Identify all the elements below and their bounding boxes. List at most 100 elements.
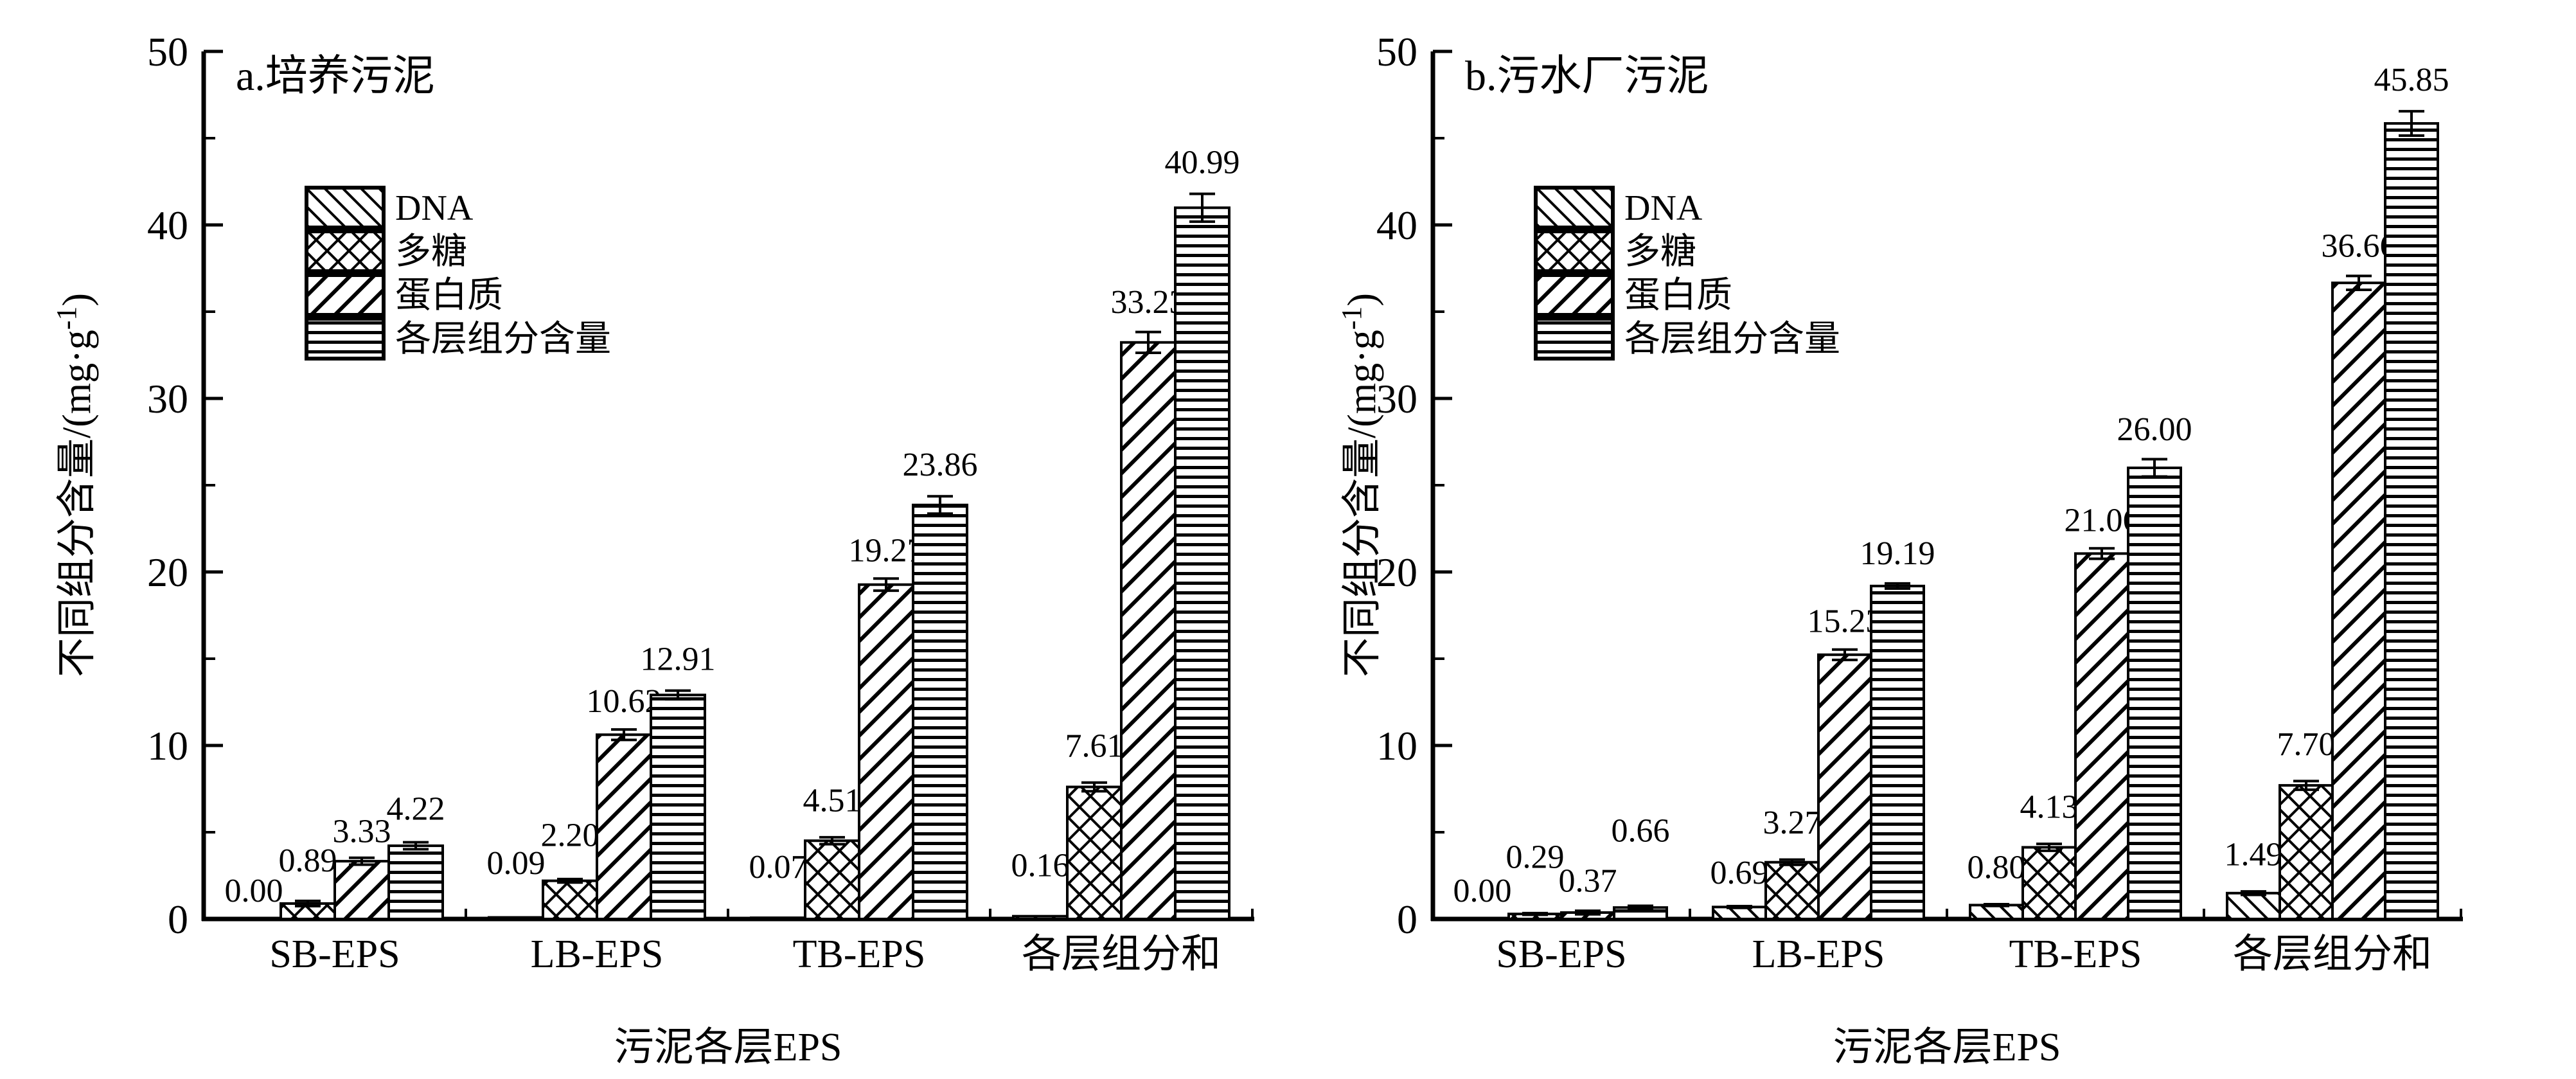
bar: [1012, 914, 1069, 921]
panel-a-chart: 0 10 20 30 40 50 SB-EPS LB-EPS TB-EPS 各层组分和污泥各层EP…: [51, 29, 1254, 1069]
bar: [2021, 846, 2077, 920]
x-category-label: LB-EPS: [531, 932, 664, 976]
bar: [804, 839, 860, 920]
y-axis-title-post: ): [1340, 293, 1384, 307]
y-tick-label: 10: [147, 723, 188, 769]
bar: [2074, 552, 2129, 920]
value-label: 3.27: [1763, 805, 1822, 841]
bar: [2278, 784, 2334, 920]
y-axis-title: 不同组分含量/(mg·g-1): [51, 293, 99, 677]
bar: [750, 916, 806, 920]
legend-swatch: [305, 186, 386, 229]
panel-title: b.污水厂污泥: [1465, 53, 1709, 100]
bar: [2384, 122, 2439, 920]
legend-swatch: [305, 317, 386, 361]
panel-b-chart: 0 10 20 30 40 50 SB-EPS LB-EPS TB-EPS 各层组分和污泥各层EP…: [1336, 29, 2463, 1069]
legend-swatch: [305, 273, 386, 317]
value-label: 4.22: [387, 791, 445, 828]
value-label: 26.00: [2117, 411, 2192, 448]
bar: [1817, 653, 1872, 920]
y-axis-title: 不同组分含量/(mg·g-1): [1336, 293, 1384, 677]
y-tick-label: 40: [147, 202, 188, 248]
value-label: 40.99: [1165, 144, 1240, 181]
x-axis-title: 污泥各层EPS: [614, 1026, 842, 1069]
value-label: 45.85: [2374, 62, 2449, 98]
value-label: 3.33: [333, 813, 391, 850]
legend-swatch: [1534, 317, 1615, 361]
value-label: 0.00: [225, 873, 283, 909]
value-label: 33.23: [1111, 284, 1186, 321]
x-category-label: LB-EPS: [1752, 932, 1885, 976]
legend-swatch: [305, 229, 386, 273]
value-label: 12.91: [641, 641, 716, 677]
bar: [542, 879, 598, 920]
legend-label: 蛋白质: [395, 276, 503, 316]
x-category-label: TB-EPS: [793, 932, 926, 976]
x-category-label: 各层组分和: [2233, 932, 2432, 976]
value-label: 0.07: [749, 849, 808, 886]
y-tick-label: 0: [1397, 896, 1417, 942]
bar: [912, 503, 968, 920]
bar: [1174, 206, 1230, 920]
value-label: 4.51: [803, 782, 862, 819]
bar: [1120, 341, 1177, 920]
y-tick-label: 0: [168, 896, 188, 942]
legend-label: 蛋白质: [1624, 276, 1732, 316]
value-label: 10.62: [587, 683, 662, 720]
legend-swatch: [1534, 186, 1615, 229]
legend-label: 多糖: [1624, 232, 1696, 272]
value-label: 2.20: [541, 817, 600, 854]
panel-title: a.培养污泥: [236, 53, 435, 100]
value-label: 0.09: [487, 845, 546, 882]
value-label: 23.86: [903, 447, 978, 483]
value-label: 7.70: [2277, 726, 2336, 763]
y-tick-label: 40: [1376, 202, 1417, 248]
y-axis-title-pre: 不同组分含量/(mg·g: [55, 330, 99, 677]
legend-label: DNA: [395, 188, 474, 228]
bar: [1870, 584, 1925, 920]
y-tick-label: 50: [1376, 29, 1417, 75]
y-tick-label: 30: [147, 376, 188, 422]
bar: [858, 583, 914, 920]
x-category-label: TB-EPS: [2009, 932, 2142, 976]
value-label: 0.89: [279, 843, 337, 879]
value-label: 0.16: [1011, 848, 1070, 884]
x-category-label: 各层组分和: [1022, 932, 1221, 976]
value-label: 0.69: [1710, 855, 1769, 891]
bar: [650, 693, 706, 921]
value-label: 19.19: [1860, 535, 1935, 572]
y-tick-label: 50: [147, 29, 188, 75]
value-label: 0.37: [1559, 863, 1617, 900]
bar: [2331, 281, 2386, 920]
value-label: 0.80: [1968, 850, 2026, 886]
y-axis-title-post: ): [55, 293, 99, 307]
bar: [1066, 785, 1123, 921]
y-tick-label: 20: [1376, 549, 1417, 595]
x-category-label: SB-EPS: [269, 932, 400, 976]
x-category-label: SB-EPS: [1496, 932, 1626, 976]
bar: [596, 733, 652, 920]
y-axis-title-sup: -1: [51, 307, 82, 330]
y-axis-title-sup: -1: [1336, 307, 1367, 330]
y-axis-title-pre: 不同组分含量/(mg·g: [1340, 330, 1384, 677]
value-label: 0.29: [1506, 839, 1565, 876]
bar: [1764, 861, 1820, 920]
legend-label: 多糖: [395, 232, 467, 272]
legend-label: 各层组分含量: [395, 319, 611, 359]
value-label: 19.27: [849, 532, 924, 569]
legend-label: 各层组分含量: [1624, 319, 1840, 359]
bar: [2127, 467, 2182, 920]
bar: [488, 916, 544, 920]
y-tick-label: 20: [147, 549, 188, 595]
legend-swatch: [1534, 273, 1615, 317]
legend-label: DNA: [1624, 188, 1703, 228]
y-tick-label: 30: [1376, 376, 1417, 422]
value-label: 0.66: [1612, 813, 1670, 850]
y-tick-label: 10: [1376, 723, 1417, 769]
legend-swatch: [1534, 229, 1615, 273]
bar: [387, 844, 444, 921]
value-label: 0.00: [1453, 873, 1512, 909]
value-label: 7.61: [1065, 727, 1124, 764]
bar: [2226, 891, 2281, 921]
